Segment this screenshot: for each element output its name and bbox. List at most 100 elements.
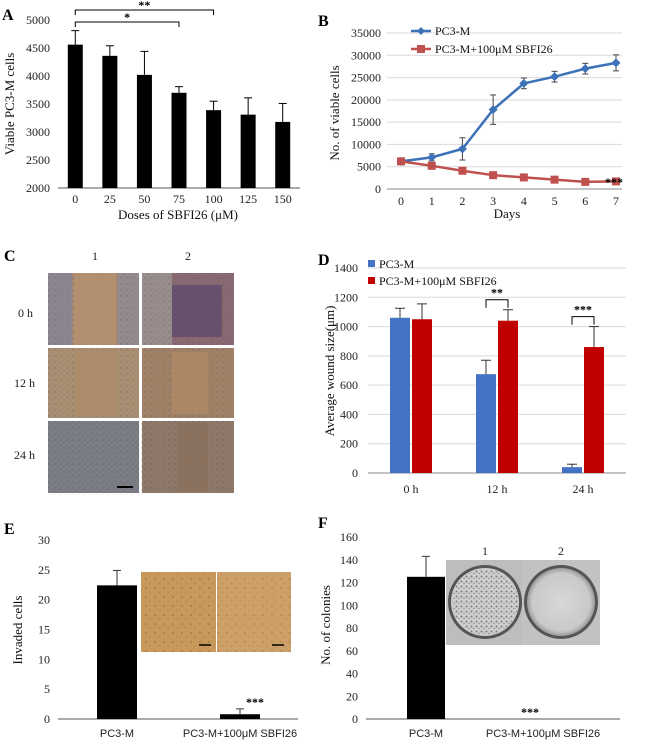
chart-a-ytick: 2000 xyxy=(26,181,50,195)
chart-b-xtick: 0 xyxy=(398,194,404,208)
micrograph-24h-2 xyxy=(142,421,234,493)
chart-f-y-ticks: 0 20 40 60 80 100 120 140 160 xyxy=(340,530,358,726)
chart-d-ytick: 1400 xyxy=(334,261,358,275)
chart-d-sig-label: ** xyxy=(491,286,503,300)
chart-d-ytick: 1200 xyxy=(334,290,358,304)
chart-d-bar xyxy=(584,347,604,473)
chart-b-y-ticks: 0 5000 10000 15000 20000 25000 30000 35000 xyxy=(351,26,381,196)
invasion-image-1 xyxy=(141,572,216,652)
chart-e-ytick: 0 xyxy=(44,712,50,726)
chart-d-y-ticks: 0 200 400 600 800 1000 1200 1400 xyxy=(334,261,358,480)
chart-b-xlabel: Days xyxy=(494,206,521,221)
chart-d-ytick: 600 xyxy=(340,378,358,392)
micrograph-0h-2 xyxy=(142,273,234,345)
panel-f-img-label-1: 1 xyxy=(482,544,488,558)
chart-a-xtick: 50 xyxy=(138,192,150,206)
chart-b-point xyxy=(519,78,529,88)
chart-a-bars xyxy=(67,30,291,189)
chart-f-ytick: 160 xyxy=(340,530,358,544)
chart-b-xtick: 7 xyxy=(613,194,619,208)
chart-f-xtick: PC3-M+100μM SBFI26 xyxy=(486,728,600,740)
chart-b-point xyxy=(550,72,560,82)
micrograph-24h-1 xyxy=(48,421,142,495)
chart-d-bars xyxy=(390,303,604,473)
chart-d-sig-label: *** xyxy=(574,303,592,317)
chart-a-x-ticks: 0 25 50 75 100 125 150 xyxy=(72,192,291,206)
chart-a-xtick: 100 xyxy=(205,192,223,206)
chart-f-ytick: 120 xyxy=(340,576,358,590)
chart-e-ylabel: Invaded cells xyxy=(10,596,25,665)
legend-b-marker-2 xyxy=(417,45,425,53)
chart-b-xtick: 6 xyxy=(582,194,588,208)
chart-a-ytick: 4000 xyxy=(26,69,50,83)
chart-b-point xyxy=(489,171,498,180)
chart-a-xtick: 0 xyxy=(72,192,78,206)
micrograph-12h-1 xyxy=(48,348,139,418)
legend-d-label-1: PC3-M xyxy=(379,257,415,271)
legend-b-marker-1 xyxy=(417,27,425,35)
chart-a-xtick: 125 xyxy=(239,192,257,206)
chart-b-point xyxy=(427,161,436,170)
chart-d-ytick: 200 xyxy=(340,437,358,451)
chart-d-bar xyxy=(498,320,518,473)
chart-f-bars xyxy=(407,555,445,719)
chart-d-bar xyxy=(562,467,582,473)
chart-d: 0 200 400 600 800 1000 1200 1400 0 h 12 h 24 h **… xyxy=(322,257,626,496)
chart-e-annotation: *** xyxy=(246,695,264,709)
chart-b: 0 5000 10000 15000 20000 25000 30000 35000 0 1 2 3… xyxy=(327,24,623,221)
chart-e-bar xyxy=(220,714,260,719)
chart-a-sig-label: ** xyxy=(138,0,150,12)
chart-e-bar xyxy=(97,585,137,719)
chart-a-bar xyxy=(206,110,222,188)
chart-b-series-line-2 xyxy=(400,160,617,184)
panel-f-img-label-2: 2 xyxy=(558,544,564,558)
panel-c-col-1: 1 xyxy=(92,249,98,263)
chart-a-bar xyxy=(171,92,187,188)
chart-b-ytick: 30000 xyxy=(351,48,381,62)
chart-d-bar xyxy=(412,319,432,473)
chart-b-ytick: 15000 xyxy=(351,115,381,129)
chart-e-bars xyxy=(97,569,260,719)
chart-d-x-ticks: 0 h 12 h 24 h xyxy=(404,482,594,496)
chart-f: 0 20 40 60 80 100 120 140 160 PC3-M PC3-M+100μM S… xyxy=(318,530,620,740)
chart-a-ytick: 3500 xyxy=(26,97,50,111)
micrograph-0h-1 xyxy=(48,273,139,345)
chart-a-xtick: 150 xyxy=(274,192,292,206)
chart-a-xtick: 75 xyxy=(173,192,185,206)
chart-a-bar xyxy=(240,114,256,188)
chart-b-point xyxy=(457,144,467,154)
chart-f-bar xyxy=(407,576,445,719)
chart-b-x-ticks: 0 1 2 3 4 5 6 7 xyxy=(398,194,619,208)
chart-a-ytick: 4500 xyxy=(26,41,50,55)
chart-b-annotation: *** xyxy=(605,175,623,189)
chart-b-xtick: 1 xyxy=(429,194,435,208)
panel-c-row-1: 0 h xyxy=(18,306,33,320)
chart-d-sig-bracket xyxy=(571,316,595,325)
legend-d-swatch-2 xyxy=(368,277,375,284)
chart-b-point xyxy=(397,157,405,166)
chart-b-ylabel: No. of viable cells xyxy=(327,65,342,160)
chart-f-ytick: 60 xyxy=(346,644,358,658)
chart-a-bar xyxy=(102,55,118,189)
chart-b-ytick: 5000 xyxy=(357,160,381,174)
panel-c-row-3: 24 h xyxy=(14,448,35,462)
chart-f-ytick: 80 xyxy=(346,621,358,635)
chart-d-significance: ***** xyxy=(485,286,595,325)
chart-f-xtick: PC3-M xyxy=(409,728,443,740)
chart-d-ytick: 400 xyxy=(340,407,358,421)
chart-b-series xyxy=(396,54,621,186)
colony-dish-1 xyxy=(446,560,524,645)
invasion-image-2 xyxy=(217,572,291,652)
chart-d-gridlines xyxy=(368,267,626,474)
panel-letter-e: E xyxy=(4,521,15,538)
chart-f-ytick: 140 xyxy=(340,553,358,567)
chart-e: 0 5 10 15 20 25 30 PC3-M PC3-M+100μM SBFI26 Inv… xyxy=(10,533,298,740)
chart-b-xtick: 2 xyxy=(459,194,465,208)
chart-b-point xyxy=(427,152,437,162)
chart-b-point xyxy=(581,177,590,186)
chart-d-ytick: 1000 xyxy=(334,320,358,334)
panel-letter-c: C xyxy=(4,248,16,265)
chart-b-point xyxy=(611,58,621,68)
chart-d-ylabel: Average wound size(μm) xyxy=(322,306,337,437)
chart-e-xtick: PC3-M+100μM SBFI26 xyxy=(183,728,297,740)
